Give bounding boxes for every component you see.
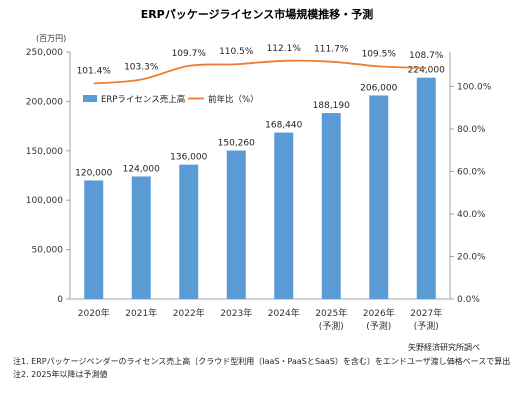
bar-data-labels: 120,000 124,000 136,000 150,260 168,440 188,1…: [75, 66, 445, 179]
bar: [274, 132, 294, 299]
bar: [84, 180, 104, 299]
bar: [179, 164, 199, 299]
bar-value-label: 124,000: [123, 164, 160, 174]
bar-value-label: 206,000: [360, 83, 397, 93]
x-tick-label: 2025年: [315, 307, 347, 319]
x-tick-label: 2024年: [268, 307, 300, 319]
right-tick-label: 20.0%: [457, 253, 486, 263]
left-tick-label: 50,000: [32, 246, 64, 256]
right-tick-label: 80.0%: [457, 125, 486, 135]
left-tick-label: 150,000: [26, 147, 63, 157]
bar: [369, 95, 389, 299]
left-tick-label: 250,000: [26, 48, 63, 58]
line-value-label: 112.1%: [267, 44, 302, 54]
x-tick-label: 2022年: [173, 307, 205, 319]
x-tick-label: (予測): [414, 320, 439, 332]
x-tick-label: (予測): [366, 320, 391, 332]
bar: [321, 113, 341, 299]
legend-line-label: 前年比（%）: [208, 94, 259, 105]
left-tick-label: 0: [57, 295, 63, 305]
bar: [131, 176, 151, 299]
x-tick-label: 2021年: [125, 307, 157, 319]
x-tick-label: (予測): [319, 320, 344, 332]
bar-value-label: 120,000: [75, 168, 112, 178]
legend-bar-label: ERPライセンス売上高: [101, 94, 185, 105]
footnote-1: 注1. ERPパッケージベンダーのライセンス売上高〔クラウド型利用（IaaS・P…: [13, 356, 510, 366]
x-tick-label: 2026年: [363, 307, 395, 319]
line-value-label: 109.7%: [172, 49, 207, 59]
bar-value-label: 188,190: [313, 101, 350, 111]
legend: ERPライセンス売上高 前年比（%）: [83, 94, 259, 105]
line-value-label: 109.5%: [362, 49, 397, 59]
x-axis-tick-labels: 2020年 2021年 2022年 2023年 2024年 2025年(予測)2026年(…: [78, 307, 442, 332]
line-value-label: 108.7%: [409, 51, 444, 61]
right-tick-label: 60.0%: [457, 168, 486, 178]
legend-bar-swatch: [83, 95, 97, 102]
bar: [416, 77, 436, 299]
bar: [226, 150, 246, 299]
left-axis-ticks: 0 50,000 100,000 150,000 200,000 250,000: [26, 48, 70, 305]
left-tick-label: 100,000: [26, 196, 63, 206]
line-data-labels: 101.4% 103.3% 109.7% 110.5% 112.1% 111.7% 109.…: [77, 44, 444, 77]
source-note: 矢野経済研究所調べ: [408, 342, 480, 352]
bar-series: [84, 77, 436, 299]
right-tick-label: 40.0%: [457, 210, 486, 220]
line-series: [93, 59, 427, 85]
line-value-label: 110.5%: [219, 47, 254, 57]
x-tick-label: 2023年: [220, 307, 252, 319]
chart-title: ERPパッケージライセンス市場規模推移・予測: [141, 7, 374, 21]
line-path: [93, 59, 427, 85]
right-tick-label: 100.0%: [457, 83, 492, 93]
bar-value-label: 168,440: [265, 121, 302, 131]
line-value-label: 101.4%: [77, 67, 112, 77]
x-tick-label: 2027年: [410, 307, 442, 319]
footnote-2: 注2. 2025年以降は予測値: [13, 369, 108, 379]
bar-value-label: 150,260: [218, 139, 255, 149]
bar-value-label: 224,000: [408, 66, 445, 76]
right-tick-label: 0.0%: [457, 295, 480, 305]
line-value-label: 103.3%: [124, 63, 159, 73]
left-tick-label: 200,000: [26, 97, 63, 107]
left-axis-unit-label: (百万円): [36, 34, 66, 43]
bar-value-label: 136,000: [170, 153, 207, 163]
line-value-label: 111.7%: [314, 45, 349, 55]
x-tick-label: 2020年: [78, 307, 110, 319]
right-axis-ticks: 0.0% 20.0% 40.0% 60.0% 80.0% 100.0%: [450, 83, 492, 305]
